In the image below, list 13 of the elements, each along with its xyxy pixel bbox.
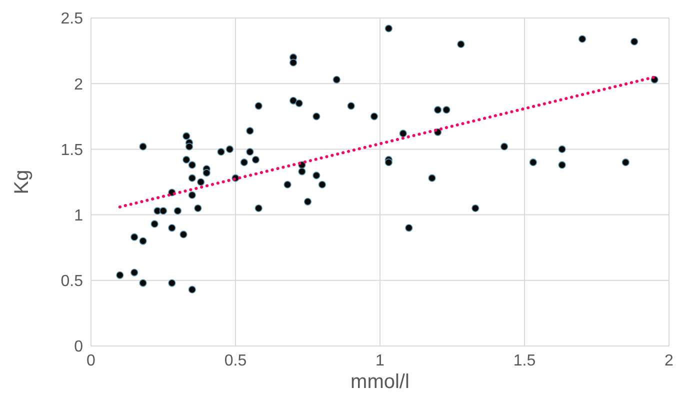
x-tick-label: 0 xyxy=(86,352,96,370)
x-tick-label: 1 xyxy=(376,352,385,370)
y-tick-label: 2.5 xyxy=(60,10,84,28)
x-axis-title: mmol/l xyxy=(350,371,410,393)
y-tick-label: 0.5 xyxy=(60,273,84,290)
x-tick-label: 2 xyxy=(664,352,674,370)
y-tick-label: 1 xyxy=(74,207,84,224)
y-tick-label: 1.5 xyxy=(60,142,84,159)
x-tick-label: 1.5 xyxy=(513,352,536,370)
y-tick-label: 0 xyxy=(74,338,84,356)
y-axis-title: Kg xyxy=(11,170,34,194)
x-tick-label: 0.5 xyxy=(224,352,247,370)
y-tick-label: 2 xyxy=(74,76,84,94)
